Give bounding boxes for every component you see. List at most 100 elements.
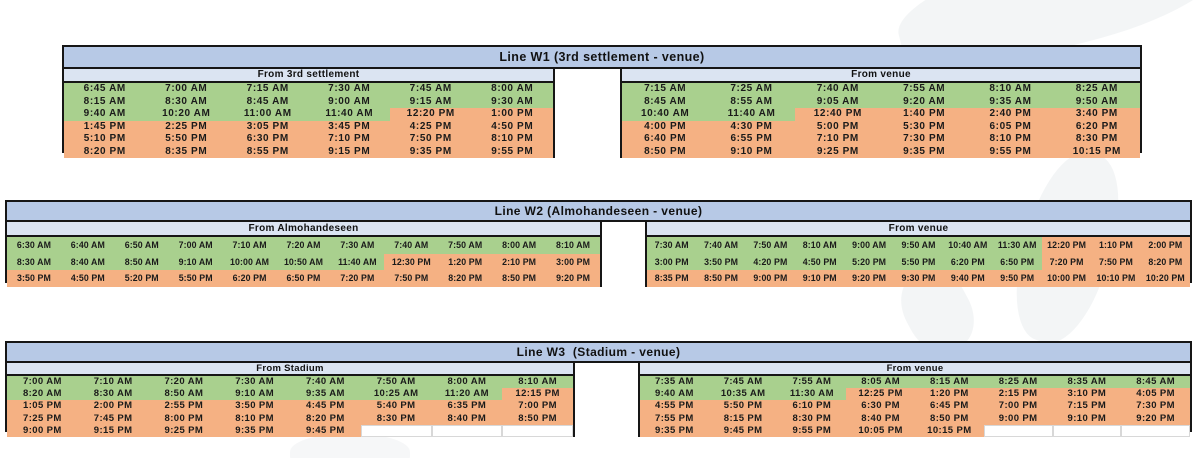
time-cell: 6:05 PM [967, 120, 1054, 133]
time-cell: 8:45 AM [227, 95, 309, 108]
time-cell: 9:00 AM [844, 237, 894, 254]
empty-cell [983, 424, 1053, 437]
time-cell: 9:10 AM [219, 388, 290, 401]
time-cell: 4:05 PM [1121, 388, 1190, 401]
time-cell: 9:10 PM [795, 270, 845, 287]
time-cell: 7:25 AM [708, 83, 795, 96]
time-cell: 8:50 PM [502, 412, 573, 425]
time-cell: 9:35 PM [640, 424, 709, 437]
time-cell: 4:50 PM [471, 120, 553, 133]
time-cell: 9:20 PM [1121, 412, 1190, 425]
time-cell: 7:40 AM [384, 237, 439, 254]
time-cell: 9:50 AM [893, 237, 944, 254]
time-cell: 8:50 PM [915, 412, 984, 425]
time-cell: 6:30 AM [7, 237, 61, 254]
time-cell: 5:40 PM [360, 400, 432, 413]
time-cell: 5:20 PM [114, 270, 169, 287]
time-cell: 8:35 PM [647, 270, 697, 287]
time-cell: 10:10 PM [1091, 270, 1141, 287]
time-cell: 9:40 AM [64, 108, 146, 121]
time-cell: 8:15 AM [64, 95, 146, 108]
time-cell: 1:20 PM [915, 388, 984, 401]
time-cell: 9:10 PM [1052, 412, 1122, 425]
time-cell: 9:20 AM [881, 95, 968, 108]
time-cell: 10:00 PM [1041, 270, 1092, 287]
time-cell: 9:00 PM [983, 412, 1053, 425]
time-cell: 8:35 PM [145, 145, 227, 158]
time-cell: 10:20 PM [1140, 270, 1190, 287]
time-cell: 8:55 AM [708, 95, 795, 108]
time-cell: 3:05 PM [227, 120, 309, 133]
time-cell: 7:50 AM [745, 237, 796, 254]
time-cell: 8:05 AM [846, 376, 915, 389]
time-cell: 2:55 PM [148, 400, 220, 413]
time-cell: 7:00 PM [502, 400, 573, 413]
time-cell: 11:40 AM [330, 253, 385, 271]
time-cell: 6:20 PM [1053, 120, 1140, 133]
time-cell: 8:25 AM [983, 376, 1053, 389]
time-cell: 1:05 PM [7, 400, 78, 413]
time-cell: 5:50 PM [893, 253, 944, 271]
time-cell: 5:20 PM [844, 253, 894, 271]
time-cell: 8:30 PM [1053, 133, 1140, 146]
time-cell: 7:10 AM [222, 237, 277, 254]
time-cell: 10:15 PM [915, 424, 984, 437]
time-cell: 10:15 PM [1053, 145, 1140, 158]
time-cell: 9:35 PM [390, 145, 472, 158]
time-cell: 6:30 PM [846, 400, 915, 413]
time-cell: 8:40 PM [846, 412, 915, 425]
time-cell: 8:20 PM [438, 270, 493, 287]
time-cell: 9:45 PM [290, 424, 361, 437]
time-cell: 7:30 AM [308, 83, 390, 96]
time-cell: 8:25 AM [1053, 83, 1140, 96]
time-cell: 9:05 AM [794, 95, 881, 108]
time-cell: 7:00 AM [145, 83, 227, 96]
time-cell: 8:30 PM [360, 412, 432, 425]
time-cell: 8:50 PM [492, 270, 547, 287]
time-cell: 12:30 PM [384, 253, 439, 271]
time-cell: 5:00 PM [794, 120, 881, 133]
time-cell: 8:45 AM [1121, 376, 1190, 389]
empty-cell [360, 424, 432, 437]
time-cell: 5:30 PM [881, 120, 968, 133]
time-cell: 12:20 PM [1041, 237, 1092, 254]
time-cell: 7:20 AM [276, 237, 331, 254]
time-cell: 5:10 PM [64, 133, 146, 146]
time-cell: 9:35 PM [219, 424, 290, 437]
time-cell: 6:10 PM [777, 400, 847, 413]
table-title: Line W1 (3rd settlement - venue) [64, 47, 1140, 69]
time-cell: 8:45 AM [622, 95, 709, 108]
time-cell: 2:15 PM [983, 388, 1053, 401]
time-cell: 8:10 PM [967, 133, 1054, 146]
time-cell: 10:20 AM [145, 108, 227, 121]
time-cell: 7:15 AM [227, 83, 309, 96]
time-cell: 9:25 PM [148, 424, 220, 437]
time-cell: 6:50 PM [276, 270, 331, 287]
time-cell: 8:20 AM [7, 388, 78, 401]
time-cell: 9:40 AM [640, 388, 709, 401]
time-cell: 5:50 PM [708, 400, 778, 413]
time-cell: 8:50 PM [696, 270, 746, 287]
time-cell: 2:25 PM [145, 120, 227, 133]
time-cell: 8:20 PM [290, 412, 361, 425]
time-cell: 9:35 AM [290, 388, 361, 401]
time-cell: 8:20 PM [1140, 253, 1190, 271]
time-cell: 9:35 PM [881, 145, 968, 158]
time-cell: 8:15 PM [708, 412, 778, 425]
time-cell: 7:15 PM [1052, 400, 1122, 413]
time-cell: 6:45 PM [915, 400, 984, 413]
time-cell: 8:30 AM [77, 388, 149, 401]
time-cell: 9:00 PM [745, 270, 796, 287]
time-cell: 9:20 PM [546, 270, 600, 287]
time-grid: 7:00 AM 7:10 AM 7:20 AM 7:30 AM 7:40 AM 7:50 … [7, 376, 573, 437]
time-cell: 9:10 PM [708, 145, 795, 158]
time-cell: 3:00 PM [546, 253, 600, 271]
time-cell: 3:10 PM [1052, 388, 1122, 401]
time-cell: 9:40 PM [943, 270, 993, 287]
time-cell: 9:30 AM [471, 95, 553, 108]
time-cell: 10:50 AM [276, 253, 331, 271]
time-cell: 7:30 AM [330, 237, 385, 254]
time-cell: 7:40 AM [290, 376, 361, 389]
background-watermark [290, 434, 410, 458]
time-cell: 12:20 PM [390, 108, 472, 121]
